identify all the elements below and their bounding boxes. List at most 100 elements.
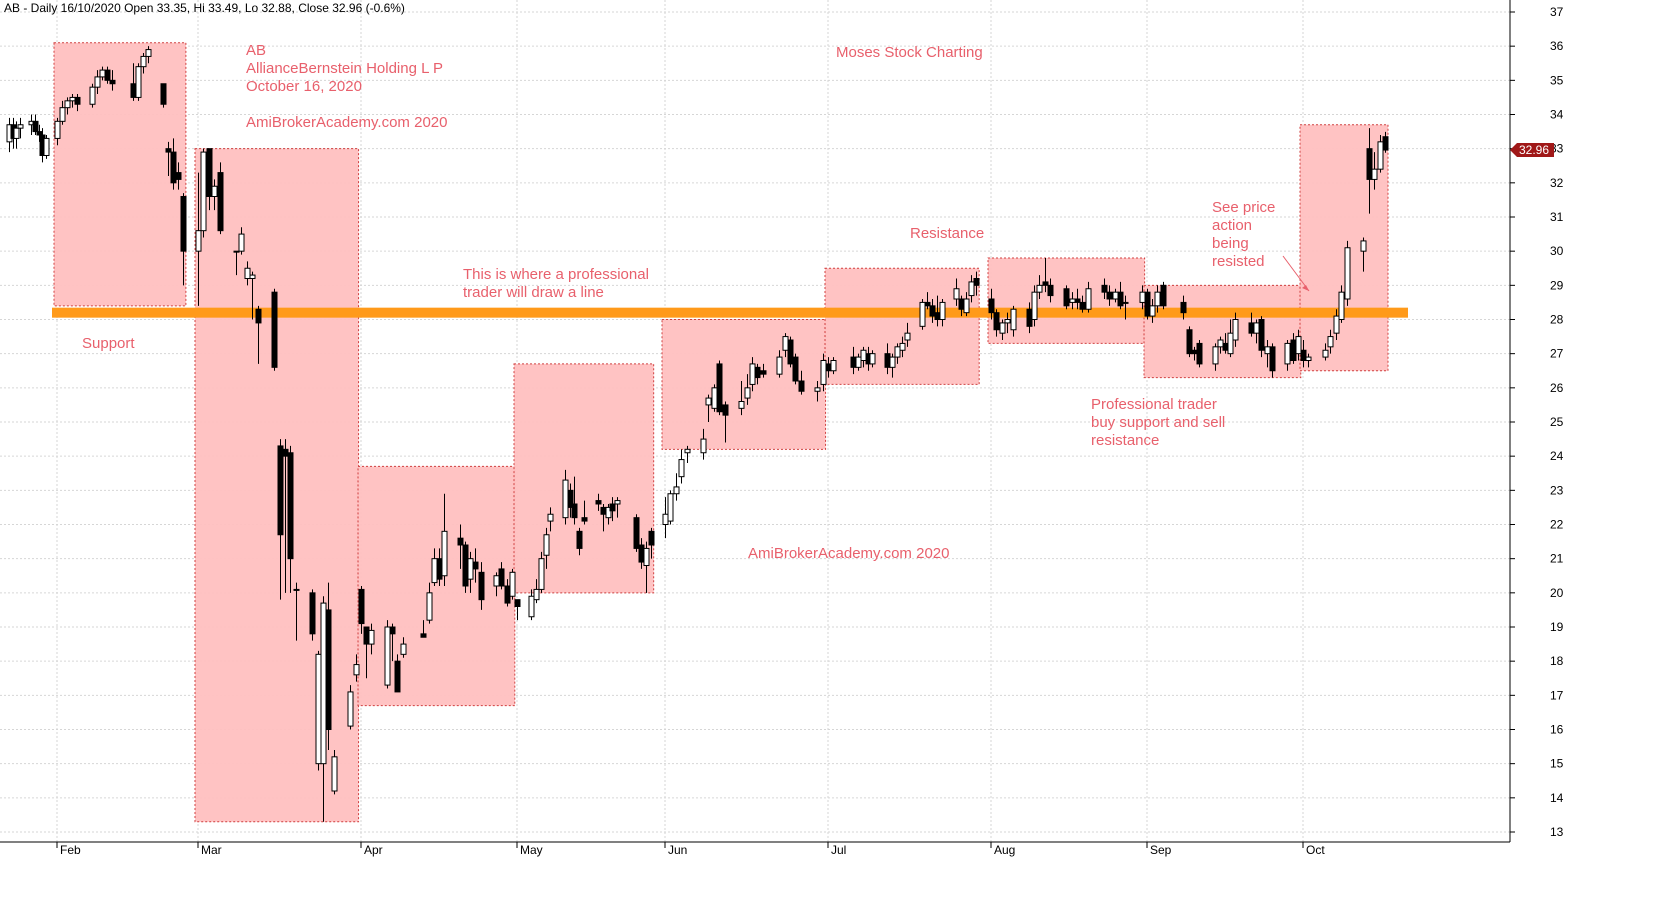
candle-body <box>711 387 718 409</box>
y-tick-label: 27 <box>1550 347 1564 361</box>
x-tick-label: Apr <box>364 843 383 857</box>
candle-body <box>478 571 485 601</box>
candle-body <box>1036 284 1043 293</box>
candle-body <box>1139 291 1146 303</box>
candle <box>325 582 332 750</box>
candle <box>249 271 256 320</box>
candle-body <box>420 633 427 638</box>
candle <box>1269 343 1276 378</box>
candle <box>1196 340 1203 368</box>
candle-body <box>1101 284 1108 293</box>
candle <box>1106 285 1113 306</box>
y-tick-label: 19 <box>1550 620 1564 634</box>
range-box <box>513 363 655 594</box>
candle <box>255 305 262 364</box>
candle-body <box>869 353 876 365</box>
candle-body <box>939 301 946 320</box>
candle <box>738 381 745 416</box>
candle-body <box>287 452 294 560</box>
x-tick-label: Jul <box>831 843 846 857</box>
candle <box>722 401 729 443</box>
candle-body <box>814 387 821 392</box>
y-tick-label: 37 <box>1550 5 1564 19</box>
candle-body <box>860 349 867 361</box>
candle-body <box>493 575 500 587</box>
candle-body <box>1069 298 1076 303</box>
chart-date: October 16, 2020 <box>246 78 362 95</box>
candle-body <box>1295 336 1302 355</box>
candle <box>244 261 251 286</box>
y-tick-label: 13 <box>1550 825 1564 839</box>
candle-body <box>899 342 906 351</box>
candle <box>716 360 723 416</box>
candle <box>1344 240 1351 306</box>
candle-body <box>1338 291 1345 320</box>
candle-body <box>457 537 464 546</box>
candle-body <box>436 558 443 580</box>
candle-body <box>1112 291 1119 300</box>
candle-body <box>160 83 167 105</box>
candle-body <box>315 653 322 765</box>
candle-body <box>1180 301 1187 314</box>
candle-body <box>441 530 448 577</box>
candle <box>1360 237 1367 272</box>
company-name: AllianceBernstein Holding L P <box>246 60 443 77</box>
pro-note-3: resistance <box>1091 432 1159 449</box>
candle <box>673 473 680 501</box>
candle <box>514 599 521 621</box>
candle-body <box>109 79 116 85</box>
candle-body <box>472 561 479 570</box>
candle <box>1036 275 1043 299</box>
candle <box>59 100 66 125</box>
candle-body <box>1290 339 1297 361</box>
brand-label: Moses Stock Charting <box>836 44 983 61</box>
y-tick-label: 22 <box>1550 518 1564 532</box>
candle-body <box>504 585 511 604</box>
candle-body <box>705 397 712 406</box>
candle-body <box>249 274 256 280</box>
candle-body <box>32 120 39 133</box>
candle-body <box>1191 349 1198 355</box>
candle-body <box>988 298 995 314</box>
candle-body <box>567 489 574 508</box>
candle <box>211 179 218 211</box>
candle-body <box>217 172 224 232</box>
candle <box>1004 312 1011 334</box>
candle <box>1227 319 1234 358</box>
candle-body <box>200 151 207 232</box>
x-tick-label: Aug <box>994 843 1015 857</box>
candle-body <box>825 363 832 372</box>
candle-body <box>325 609 332 731</box>
y-tick-label: 26 <box>1550 381 1564 395</box>
resistance-label: Resistance <box>910 225 984 242</box>
candle <box>543 527 550 569</box>
candle-body <box>820 360 827 385</box>
candle <box>605 504 612 525</box>
candle-body <box>754 366 761 379</box>
candle-body <box>74 96 81 105</box>
support-label: Support <box>82 335 135 352</box>
candle <box>855 353 862 371</box>
candle-body <box>1031 291 1038 320</box>
y-tick-label: 17 <box>1550 688 1564 702</box>
watermark-top: AmiBrokerAcademy.com 2020 <box>246 114 447 131</box>
candle-body <box>426 592 433 621</box>
candle <box>1117 281 1124 310</box>
candle-body <box>953 288 960 300</box>
range-boxes <box>53 42 1389 823</box>
candle-body <box>514 599 521 608</box>
candle <box>1300 340 1307 368</box>
candle <box>1149 299 1156 323</box>
candle <box>705 394 712 422</box>
candle <box>238 227 245 255</box>
candle-body <box>924 301 931 307</box>
candle-body <box>135 66 142 98</box>
candle <box>993 309 1000 337</box>
candle-body <box>180 196 187 252</box>
range-box <box>194 148 360 823</box>
x-tick-label: May <box>520 843 543 857</box>
candle-body <box>889 356 896 368</box>
candle-body <box>1085 288 1092 310</box>
range-box <box>1299 124 1389 372</box>
candle-body <box>394 660 401 693</box>
